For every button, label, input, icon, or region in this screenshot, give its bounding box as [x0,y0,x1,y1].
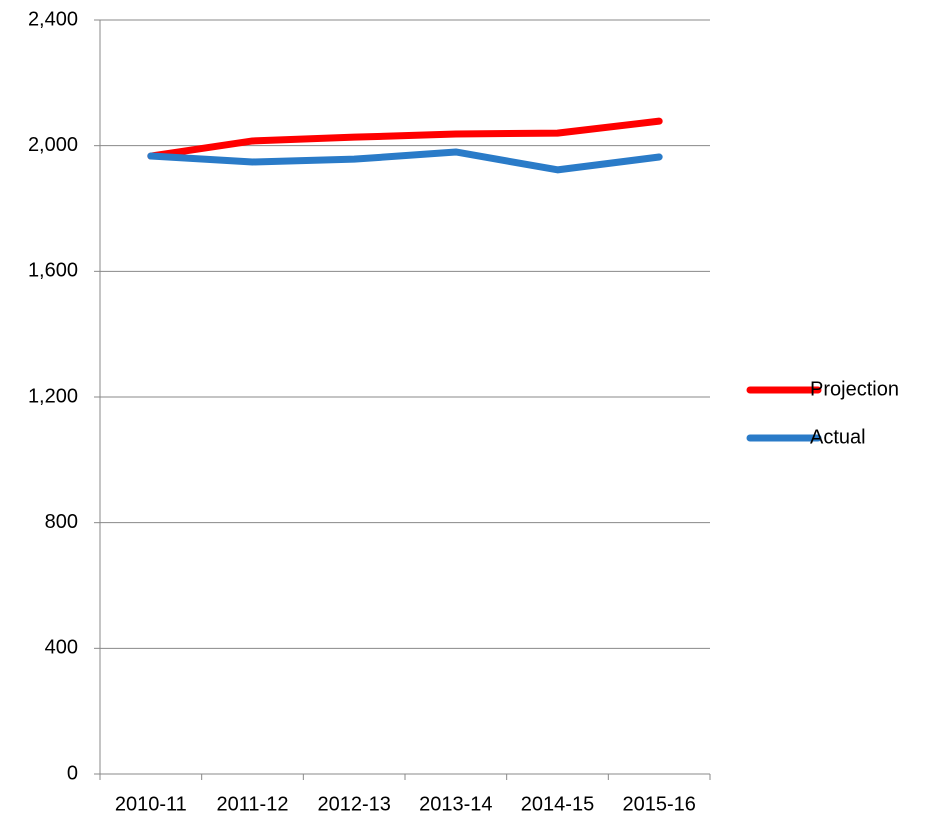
y-tick-label: 800 [45,511,78,533]
x-tick-label: 2010-11 [115,793,187,815]
y-tick-label: 400 [45,637,78,659]
y-tick-label: 1,200 [28,385,78,407]
x-tick-label: 2015-16 [622,793,695,815]
data-line [147,117,663,160]
y-tick-label: 0 [67,762,78,784]
data-line [147,148,663,174]
y-tick-label: 2,000 [28,134,78,156]
x-tick-label: 2012-13 [317,793,390,815]
x-tick-label: 2013-14 [419,793,492,815]
x-tick-label: 2014-15 [521,793,594,815]
y-tick-label: 2,400 [28,8,78,30]
y-tick-label: 1,600 [28,260,78,282]
legend-label: Actual [810,426,866,448]
legend-label: Projection [810,378,899,400]
x-tick-label: 2011-12 [217,793,289,815]
